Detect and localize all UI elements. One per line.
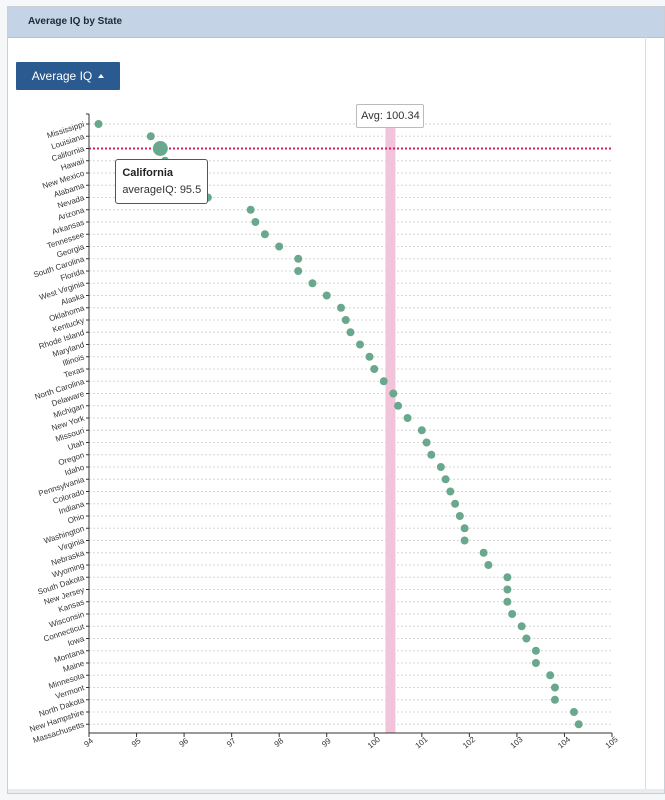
y-tick-label: Iowa	[67, 634, 86, 648]
data-point	[417, 426, 426, 435]
data-point	[550, 683, 559, 692]
data-point	[294, 254, 303, 263]
data-point	[389, 389, 398, 398]
y-tick-label: Ohio	[67, 512, 86, 526]
x-tick-label: 104	[556, 735, 572, 751]
data-point	[370, 365, 379, 373]
data-point	[451, 499, 460, 508]
data-point	[403, 414, 412, 422]
bottom-divider	[8, 789, 664, 793]
average-band	[385, 114, 396, 733]
x-tick-label: 100	[366, 735, 382, 751]
hover-tooltip: California averageIQ: 95.5	[115, 158, 209, 204]
panel-title: Average IQ by State	[28, 16, 123, 27]
average-label: Avg: 100.34	[356, 104, 425, 128]
metric-dropdown-button[interactable]: Average IQ	[16, 62, 120, 90]
data-point	[379, 377, 388, 386]
x-tick-label: 94	[82, 736, 95, 749]
data-point	[503, 573, 512, 582]
x-tick-label: 102	[461, 735, 477, 751]
panel-header: Average IQ by State	[8, 7, 664, 38]
highlighted-point	[152, 141, 168, 156]
caret-up-icon	[98, 74, 105, 78]
data-point	[146, 132, 155, 141]
data-point	[365, 352, 374, 361]
data-point	[550, 695, 559, 704]
data-point	[394, 401, 403, 410]
data-point	[294, 267, 303, 275]
metric-dropdown-label: Average IQ	[31, 69, 93, 83]
data-point	[441, 475, 450, 484]
x-tick-label: 99	[320, 736, 333, 749]
x-tick-label: 98	[273, 736, 286, 749]
x-tick-label: 103	[509, 735, 525, 751]
data-point	[460, 524, 469, 533]
x-tick-label: 96	[177, 736, 190, 749]
data-point	[246, 205, 255, 214]
data-point	[531, 646, 540, 655]
tooltip-value-line: averageIQ: 95.5	[122, 183, 202, 196]
data-point	[346, 328, 355, 337]
data-point	[455, 512, 464, 520]
x-tick-label: 101	[413, 735, 429, 751]
data-point	[436, 463, 445, 471]
data-point	[427, 450, 436, 459]
x-tick-label: 105	[604, 735, 620, 751]
data-point	[574, 720, 583, 729]
data-point	[460, 536, 469, 545]
data-point	[308, 279, 317, 288]
data-point	[94, 120, 103, 128]
data-point	[356, 340, 365, 349]
data-point	[260, 230, 269, 239]
data-point	[522, 634, 531, 643]
data-point	[479, 548, 488, 557]
data-point	[341, 316, 350, 324]
x-tick-label: 97	[225, 736, 238, 749]
data-point	[503, 597, 512, 606]
chart-panel: Average IQ by State	[7, 6, 665, 794]
average-label-text: Avg: 100.34	[361, 110, 420, 122]
tooltip-value: 95.5	[179, 183, 202, 196]
data-point	[517, 622, 526, 631]
data-point	[275, 242, 284, 251]
data-point	[251, 218, 260, 226]
right-divider	[645, 37, 646, 793]
tooltip-metric: averageIQ	[122, 183, 174, 196]
data-point	[569, 708, 578, 716]
y-tick-label: Utah	[67, 438, 86, 452]
data-point	[322, 291, 331, 300]
data-point	[422, 438, 431, 447]
data-point	[336, 303, 345, 312]
data-point	[546, 671, 555, 680]
x-tick-label: 95	[130, 736, 143, 749]
data-point	[446, 487, 455, 496]
tooltip-state: California	[122, 166, 174, 179]
data-point	[531, 659, 540, 667]
data-point	[503, 585, 512, 594]
data-point	[484, 561, 493, 569]
data-point	[508, 610, 517, 618]
